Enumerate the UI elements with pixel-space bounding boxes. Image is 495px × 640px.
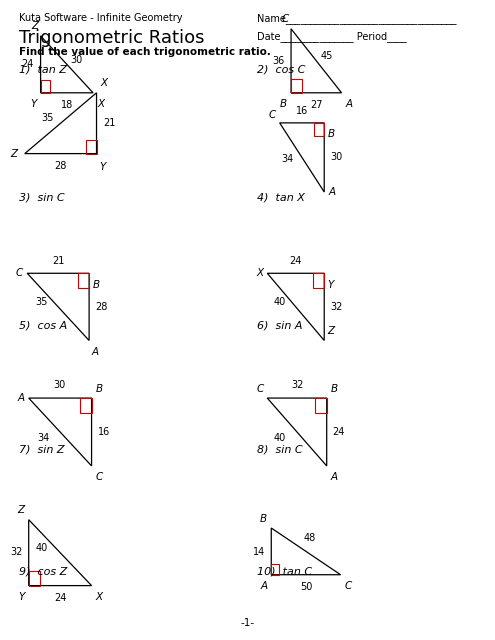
Text: 28: 28 bbox=[95, 301, 107, 312]
Text: 34: 34 bbox=[282, 154, 294, 164]
Text: Y: Y bbox=[328, 280, 334, 290]
Text: 30: 30 bbox=[71, 55, 83, 65]
Text: C: C bbox=[96, 472, 103, 483]
Text: C: C bbox=[268, 109, 276, 120]
Text: B: B bbox=[93, 280, 100, 290]
Text: C: C bbox=[16, 268, 23, 278]
Text: 5)  cos A: 5) cos A bbox=[19, 320, 67, 330]
Text: 35: 35 bbox=[41, 113, 53, 123]
Text: 34: 34 bbox=[37, 433, 50, 443]
Text: C: C bbox=[256, 383, 263, 394]
Text: Z: Z bbox=[18, 505, 25, 515]
Text: 40: 40 bbox=[274, 433, 286, 443]
Text: X: X bbox=[97, 99, 104, 109]
Text: A: A bbox=[328, 187, 335, 197]
Text: 32: 32 bbox=[291, 380, 303, 390]
Text: Find the value of each trigonometric ratio.: Find the value of each trigonometric rat… bbox=[19, 47, 271, 57]
Text: 48: 48 bbox=[303, 532, 315, 543]
Text: 27: 27 bbox=[310, 100, 323, 111]
Text: 40: 40 bbox=[273, 297, 286, 307]
Text: Y: Y bbox=[18, 592, 25, 602]
Text: 16: 16 bbox=[296, 106, 308, 116]
Text: A: A bbox=[260, 581, 267, 591]
Text: 4)  tan X: 4) tan X bbox=[257, 192, 305, 202]
Text: B: B bbox=[280, 99, 287, 109]
Text: Z: Z bbox=[10, 148, 17, 159]
Text: 30: 30 bbox=[330, 152, 343, 163]
Text: 21: 21 bbox=[103, 118, 115, 128]
Text: 14: 14 bbox=[253, 547, 265, 557]
Text: Trigonometric Ratios: Trigonometric Ratios bbox=[19, 29, 204, 47]
Text: Date_______________ Period____: Date_______________ Period____ bbox=[257, 31, 407, 42]
Text: A: A bbox=[331, 472, 338, 483]
Text: 21: 21 bbox=[52, 256, 64, 266]
Text: Y: Y bbox=[30, 99, 37, 109]
Text: 35: 35 bbox=[36, 297, 48, 307]
Text: Name___________________________________: Name___________________________________ bbox=[257, 13, 457, 24]
Text: A: A bbox=[18, 393, 25, 403]
Text: X: X bbox=[256, 268, 263, 278]
Text: Z: Z bbox=[328, 326, 335, 336]
Text: Z: Z bbox=[31, 21, 38, 31]
Text: C: C bbox=[345, 581, 352, 591]
Text: C: C bbox=[281, 14, 289, 24]
Text: 10)  tan C: 10) tan C bbox=[257, 566, 312, 577]
Text: 24: 24 bbox=[21, 59, 34, 69]
Text: Kuta Software - Infinite Geometry: Kuta Software - Infinite Geometry bbox=[19, 13, 182, 24]
Text: 40: 40 bbox=[36, 543, 48, 553]
Text: -1-: -1- bbox=[241, 618, 254, 628]
Text: X: X bbox=[100, 78, 107, 88]
Text: 6)  sin A: 6) sin A bbox=[257, 320, 303, 330]
Text: 50: 50 bbox=[300, 582, 312, 593]
Text: 30: 30 bbox=[54, 380, 66, 390]
Text: B: B bbox=[331, 383, 338, 394]
Text: 45: 45 bbox=[321, 51, 333, 61]
Text: A: A bbox=[92, 347, 99, 357]
Text: 8)  sin C: 8) sin C bbox=[257, 445, 303, 455]
Text: 1)  tan Z: 1) tan Z bbox=[19, 64, 67, 74]
Text: 24: 24 bbox=[54, 593, 66, 604]
Text: 7)  sin Z: 7) sin Z bbox=[19, 445, 64, 455]
Text: 32: 32 bbox=[330, 301, 343, 312]
Text: 18: 18 bbox=[61, 100, 73, 111]
Text: 32: 32 bbox=[10, 547, 22, 557]
Text: B: B bbox=[96, 383, 102, 394]
Text: 2)  cos C: 2) cos C bbox=[257, 64, 306, 74]
Text: A: A bbox=[346, 99, 352, 109]
Text: 24: 24 bbox=[289, 256, 301, 266]
Text: Y: Y bbox=[99, 162, 105, 172]
Text: X: X bbox=[96, 592, 102, 602]
Text: 24: 24 bbox=[333, 427, 345, 437]
Text: B: B bbox=[328, 129, 335, 140]
Text: 36: 36 bbox=[272, 56, 285, 66]
Text: 3)  sin C: 3) sin C bbox=[19, 192, 64, 202]
Text: 16: 16 bbox=[98, 427, 110, 437]
Text: 28: 28 bbox=[54, 161, 66, 172]
Text: 9)  cos Z: 9) cos Z bbox=[19, 566, 67, 577]
Text: B: B bbox=[260, 513, 267, 524]
